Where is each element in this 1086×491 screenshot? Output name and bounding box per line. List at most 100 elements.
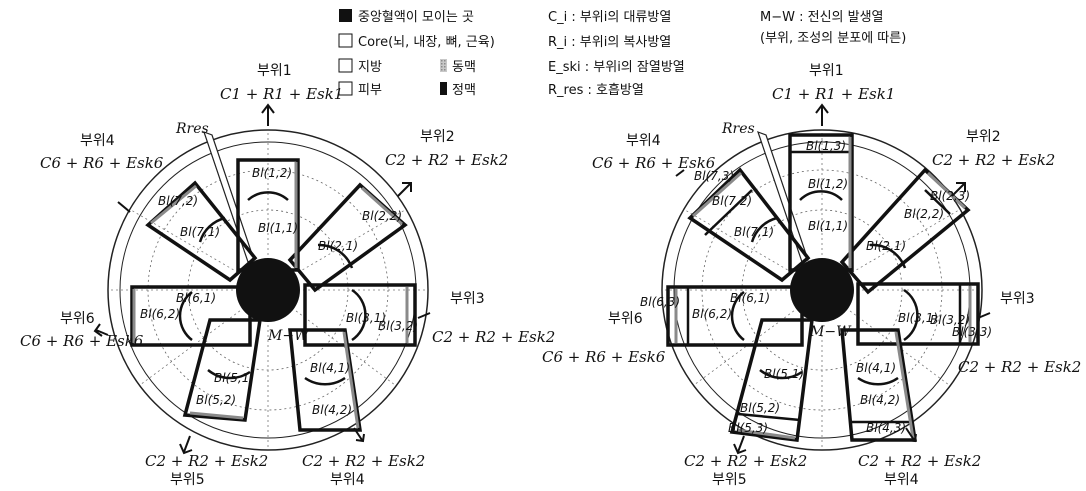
- right-bl-6-3: Bl(6,3): [640, 295, 680, 309]
- right-seg2-label: 부위2: [966, 129, 1001, 145]
- left-bl-4-2: Bl(4,2): [312, 403, 352, 417]
- central-blood-swatch: [339, 9, 352, 22]
- legend-core: Core(뇌, 내장, 뼈, 근육): [358, 35, 495, 50]
- left-seg2-block: [287, 182, 408, 293]
- left-seg3-eq: C2 + R2 + Esk2: [432, 328, 555, 346]
- left-seg4-label: 부위4: [80, 133, 115, 149]
- left-seg4b-eq: C2 + R2 + Esk2: [302, 452, 425, 470]
- left-bl-3-1: Bl(3,1): [346, 311, 386, 325]
- right-seg1-eq: C1 + R1 + Esk1: [772, 85, 895, 103]
- right-rres-label: Rres: [721, 121, 755, 137]
- left-seg7-divider: [198, 216, 226, 243]
- right-seg5-eq: C2 + R2 + Esk2: [684, 452, 807, 470]
- legend-fat: 지방: [358, 60, 382, 75]
- left-central-blood: [236, 258, 300, 322]
- left-seg1-label: 부위1: [257, 63, 292, 79]
- left-bl-5-2: Bl(5,2): [196, 393, 236, 407]
- left-seg6-label: 부위6: [60, 311, 95, 327]
- left-bl-1-1: Bl(1,1): [258, 221, 298, 235]
- right-seg6-label: 부위6: [608, 311, 643, 327]
- left-seg6-eq: C6 + R6 + Esk6: [20, 332, 144, 350]
- right-bl-4-2: Bl(4,2): [860, 393, 900, 407]
- left-seg3-divider: [351, 288, 367, 342]
- left-seg4-divider: [304, 376, 346, 386]
- left-bl-1-2: Bl(1,2): [252, 166, 292, 180]
- left-seg3-block: [303, 283, 417, 347]
- left-seg7-block: [145, 180, 258, 283]
- right-seg3-block: [856, 282, 980, 346]
- left-seg5-label: 부위5: [170, 472, 205, 487]
- right-seg2-block: [839, 167, 971, 295]
- left-respiration-slot: [203, 130, 255, 263]
- right-skin-ring-outer: [661, 129, 983, 451]
- left-artery-lines: [132, 162, 409, 429]
- left-bl-4-1: Bl(4,1): [310, 361, 350, 375]
- skin-swatch: [338, 81, 353, 96]
- legend-mw-note: (부위, 조성의 분포에 따른): [760, 31, 906, 46]
- left-bl-2-1: Bl(2,1): [318, 239, 358, 253]
- right-seg6-eq: C6 + R6 + Esk6: [542, 348, 666, 366]
- right-bl-3-2: Bl(3,2): [930, 313, 970, 327]
- right-diagram: Bl(1,1) Bl(1,2) Bl(1,3) Bl(2,1) Bl(2,2) …: [542, 63, 1081, 488]
- right-seg3-label: 부위3: [1000, 291, 1035, 307]
- right-bl-7-1: Bl(7,1): [734, 225, 774, 239]
- right-bl-5-1: Bl(5,1): [764, 367, 804, 381]
- vein-swatch: [440, 82, 447, 95]
- right-bl-1-3: Bl(1,3): [806, 139, 846, 153]
- right-seg2-eq: C2 + R2 + Esk2: [932, 151, 1055, 169]
- right-seg1-label: 부위1: [809, 63, 844, 79]
- right-bl-1-2: Bl(1,2): [808, 177, 848, 191]
- left-seg3-label: 부위3: [450, 291, 485, 307]
- right-mw-label: M−W: [809, 324, 852, 340]
- left-seg2-eq: C2 + R2 + Esk2: [385, 151, 508, 169]
- right-bl-2-2: Bl(2,2): [904, 207, 944, 221]
- left-bl-6-2: Bl(6,2): [140, 307, 180, 321]
- legend-vein: 정맥: [452, 83, 476, 98]
- left-skin-ring-outer: [107, 129, 429, 451]
- right-bl-3-1: Bl(3,1): [898, 311, 938, 325]
- right-bl-7-2: Bl(7,2): [712, 194, 752, 208]
- legend-central: 중앙혈액이 모이는 곳: [358, 10, 474, 25]
- right-arrows: [675, 103, 991, 455]
- left-bl-6-1: Bl(6,1): [176, 291, 216, 305]
- left-seg4b-label: 부위4: [330, 472, 365, 487]
- left-seg2-label: 부위2: [420, 129, 455, 145]
- left-bl-5-1: Bl(5,1): [214, 371, 254, 385]
- right-bl-2-1: Bl(2,1): [866, 239, 906, 253]
- left-seg6-divider: [178, 291, 193, 341]
- right-seg4-label: 부위4: [626, 133, 661, 149]
- left-bl-2-2: Bl(2,2): [362, 209, 402, 223]
- left-diagram: Bl(1,1) Bl(1,2) Bl(2,1) Bl(2,2) Bl(3,1) …: [20, 63, 555, 488]
- legend-artery: 동맥: [452, 60, 476, 75]
- left-arrows: [93, 103, 431, 455]
- left-bl-7-1: Bl(7,1): [180, 225, 220, 239]
- left-blocks: [130, 158, 417, 432]
- fat-swatch: [338, 58, 353, 73]
- right-bl-4-1: Bl(4,1): [856, 361, 896, 375]
- core-swatch: [338, 33, 353, 48]
- right-seg5-label: 부위5: [712, 472, 747, 487]
- left-seg5-eq: C2 + R2 + Esk2: [145, 452, 268, 470]
- right-seg7-block: [687, 167, 811, 283]
- right-central-blood: [790, 258, 854, 322]
- left-bl-7-2: Bl(7,2): [158, 194, 198, 208]
- left-seg4-block: [288, 328, 363, 432]
- right-seg3-eq: C2 + R2 + Esk2: [958, 358, 1081, 376]
- left-seg5-divider: [207, 369, 251, 380]
- left-block-labels: Bl(1,1) Bl(1,2) Bl(2,1) Bl(2,2) Bl(3,1) …: [140, 166, 418, 417]
- right-blocks: [666, 133, 980, 442]
- right-artery-lines: [674, 137, 972, 440]
- right-bl-5-2: Bl(5,2): [740, 401, 780, 415]
- right-bl-1-1: Bl(1,1): [808, 219, 848, 233]
- right-bl-5-3: Bl(5,3): [728, 421, 768, 435]
- right-seg4-eq: C6 + R6 + Esk6: [592, 154, 716, 172]
- legend-eski: E_ski : 부위i의 잠열방열: [548, 60, 685, 75]
- right-seg6-block: [666, 285, 804, 347]
- left-seg2-divider: [317, 243, 354, 269]
- left-seg4-eq: C6 + R6 + Esk6: [40, 154, 164, 172]
- left-mw-label: M−W: [267, 328, 310, 344]
- legend-ci: C_i : 부위i의 대류방열: [548, 10, 671, 25]
- legend: 중앙혈액이 모이는 곳 Core(뇌, 내장, 뼈, 근육) 지방 동맥 피부 …: [338, 9, 906, 98]
- legend-mw: M−W : 전신의 발생열: [760, 10, 884, 25]
